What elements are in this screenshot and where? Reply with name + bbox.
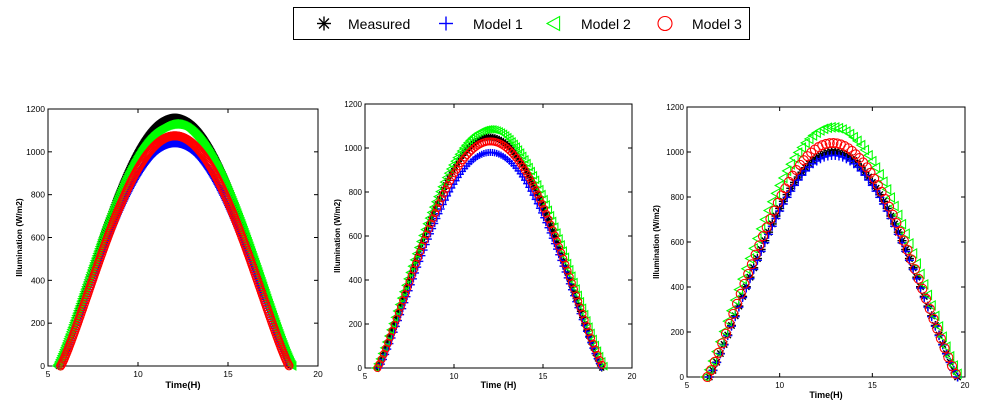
data-point	[138, 142, 148, 153]
x-tick-label: 5	[685, 381, 690, 390]
series-model-3	[56, 131, 294, 371]
y-tick-label: 1200	[26, 104, 45, 114]
y-tick-label: 800	[31, 190, 45, 200]
data-point	[200, 141, 209, 152]
y-axis-label: Illumination (W/m2)	[14, 198, 24, 277]
y-tick-label: 800	[671, 193, 685, 202]
legend-item-measured: Measured	[348, 8, 410, 39]
y-tick-label: 1000	[26, 147, 45, 157]
model-3-marker-icon	[657, 15, 673, 32]
y-tick-label: 0	[40, 361, 45, 371]
x-tick-label: 15	[223, 369, 233, 379]
x-tick-label: 10	[133, 369, 143, 379]
legend-box: Measured Model 1 Model 2 Model 3	[293, 7, 750, 40]
model-2-marker-icon	[545, 15, 561, 32]
y-tick-label: 400	[31, 275, 45, 285]
x-tick-label: 20	[313, 369, 323, 379]
x-tick-label: 15	[868, 381, 877, 390]
y-tick-label: 400	[671, 283, 685, 292]
legend-label: Measured	[348, 15, 411, 32]
y-tick-label: 0	[680, 373, 685, 382]
measured-marker-icon	[317, 16, 331, 31]
x-axis-label: Time(H)	[165, 380, 200, 391]
x-tick-label: 5	[46, 369, 51, 379]
data-point	[199, 140, 209, 151]
y-tick-label: 1000	[666, 148, 684, 157]
y-tick-label: 200	[31, 318, 45, 328]
x-axis-label: Time(H)	[809, 390, 842, 400]
y-tick-label: 600	[671, 238, 685, 247]
legend-item-model-2: Model 2	[581, 8, 631, 39]
y-tick-label: 1200	[666, 103, 684, 112]
legend-item-model-3: Model 3	[692, 8, 742, 39]
data-point	[139, 141, 149, 152]
data-point	[197, 137, 207, 148]
y-tick-label: 600	[31, 233, 45, 243]
legend-markers	[317, 15, 673, 32]
data-point	[200, 142, 210, 153]
y-axis-label: Illumination (W/m2)	[652, 205, 661, 279]
legend-label: Model 2	[581, 15, 631, 32]
x-tick-label: 10	[775, 381, 784, 390]
data-point	[241, 232, 251, 243]
model-1-marker-icon	[439, 16, 453, 31]
data-point	[198, 139, 208, 149]
data-point	[140, 140, 150, 151]
y-tick-label: 200	[671, 328, 685, 337]
x-tick-label: 20	[961, 381, 970, 390]
legend-item-model-1: Model 1	[473, 8, 523, 39]
legend-label: Model 3	[692, 15, 742, 32]
legend-label: Model 1	[473, 15, 523, 32]
